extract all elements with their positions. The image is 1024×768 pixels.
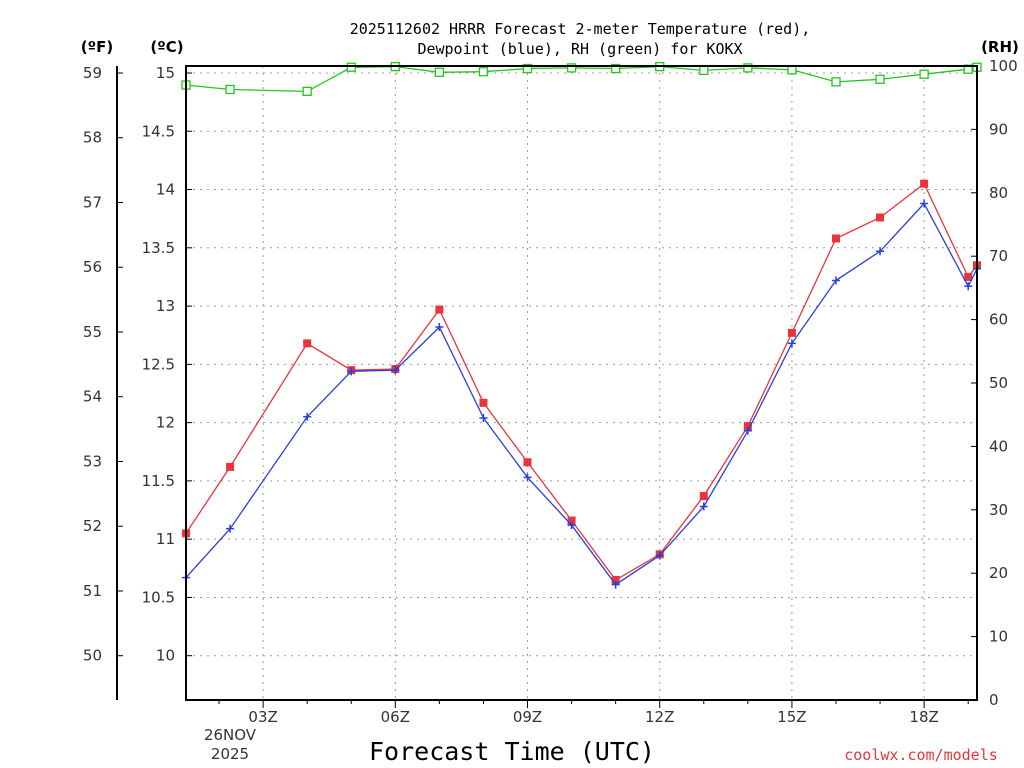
x-tick-label: 06Z: [381, 708, 410, 726]
rh-point: [699, 65, 709, 76]
dewpoint-point: [964, 282, 973, 291]
rh-tick-label: 80: [989, 184, 1008, 202]
temperature-point: [964, 272, 973, 281]
rh-tick-label: 100: [989, 57, 1018, 75]
dewpoint-point: [226, 524, 235, 533]
credit-link[interactable]: coolwx.com/models: [844, 746, 998, 764]
rh-tick-label: 70: [989, 247, 1008, 265]
fahrenheit-tick-label: 53: [83, 452, 102, 470]
fahrenheit-tick-label: 56: [83, 258, 102, 276]
rh-point: [787, 65, 797, 75]
temperature-point: [523, 458, 532, 467]
rh-point: [302, 86, 312, 97]
rh-tick-label: 90: [989, 120, 1008, 138]
celsius-tick-label: 14: [156, 181, 175, 199]
rh-tick-label: 0: [989, 691, 999, 709]
temperature-point: [611, 575, 620, 584]
date-label-day: 26NOV: [204, 726, 257, 744]
rh-tick-label: 50: [989, 374, 1008, 392]
temperature-point: [435, 305, 444, 314]
celsius-tick-label: 13.5: [142, 239, 175, 257]
rh-tick-label: 40: [989, 437, 1008, 455]
dewpoint-point: [699, 502, 708, 511]
celsius-unit-label: (ºC): [150, 38, 183, 56]
date-label-year: 2025: [211, 745, 249, 763]
fahrenheit-tick-label: 50: [83, 647, 102, 665]
rh-point: [478, 67, 489, 77]
x-axis-label: Forecast Time (UTC): [369, 737, 655, 766]
fahrenheit-tick-label: 57: [83, 193, 102, 211]
temperature-point: [567, 516, 576, 525]
dewpoint-point: [523, 473, 532, 482]
fahrenheit-tick-label: 59: [83, 64, 102, 82]
temperature-line: [185, 182, 978, 581]
temperature-point: [831, 234, 840, 243]
dewpoint-point: [611, 580, 620, 589]
axes: 50 51 52 53 54 55 56 57 58 59 10 10.5 11 11.5 12 12.5 13…: [83, 57, 1018, 726]
fahrenheit-tick-label: 58: [83, 129, 102, 147]
x-tick-label: 12Z: [645, 708, 674, 726]
rh-point: [743, 63, 753, 73]
rh-point: [566, 63, 577, 73]
rh-tick-label: 10: [989, 628, 1008, 646]
x-tick-label: 09Z: [513, 708, 542, 726]
dewpoint-point: [831, 276, 840, 285]
celsius-tick-label: 14.5: [142, 122, 175, 140]
celsius-tick-label: 12: [156, 414, 175, 432]
celsius-tick-label: 11: [156, 530, 175, 548]
chart-title-line1: 2025112602 HRRR Forecast 2-meter Tempera…: [350, 20, 811, 38]
x-tick-label: 18Z: [909, 708, 938, 726]
temperature-point: [226, 462, 235, 471]
dewpoint-point: [787, 339, 796, 348]
rh-tick-label: 60: [989, 311, 1008, 329]
rh-point: [346, 62, 356, 72]
dewpoint-point: [303, 412, 312, 421]
temperature-point: [787, 328, 796, 337]
dewpoint-point: [347, 367, 356, 376]
dewpoint-point: [920, 199, 929, 208]
rh-point: [522, 63, 533, 74]
temperature-point: [303, 339, 312, 348]
chart-title-line2: Dewpoint (blue), RH (green) for KOKX: [417, 40, 742, 58]
dewpoint-line: [185, 202, 978, 586]
temperature-point: [743, 422, 752, 431]
data-series: [181, 61, 982, 589]
fahrenheit-tick-label: 51: [83, 582, 102, 600]
celsius-tick-label: 12.5: [142, 355, 175, 373]
celsius-tick-label: 13: [156, 297, 175, 315]
dewpoint-point: [567, 521, 576, 530]
plot-frame: [185, 65, 978, 701]
rh-point: [225, 84, 235, 95]
fahrenheit-unit-label: (ºF): [81, 38, 113, 56]
gridlines: [186, 66, 977, 700]
rh-tick-label: 20: [989, 564, 1008, 582]
temperature-point: [699, 492, 708, 501]
rh-tick-label: 30: [989, 501, 1008, 519]
celsius-tick-label: 11.5: [142, 472, 175, 490]
celsius-tick-label: 10.5: [142, 588, 175, 606]
dewpoint-point: [435, 323, 444, 332]
rh-point: [919, 69, 929, 79]
fahrenheit-tick-label: 55: [83, 323, 102, 341]
temperature-point: [479, 398, 488, 407]
celsius-tick-label: 15: [156, 64, 175, 82]
dewpoint-point: [876, 247, 885, 256]
temperature-point: [876, 213, 885, 222]
rh-point: [611, 63, 621, 74]
celsius-tick-label: 10: [156, 647, 175, 665]
dewpoint-point: [743, 426, 752, 435]
temperature-point: [920, 179, 929, 188]
dewpoint-point: [479, 413, 488, 422]
fahrenheit-tick-label: 54: [83, 388, 102, 406]
rh-point: [831, 77, 841, 87]
dewpoint-point: [655, 551, 664, 560]
rh-point: [434, 67, 445, 77]
fahrenheit-tick-label: 52: [83, 517, 102, 535]
x-tick-label: 03Z: [248, 708, 277, 726]
rh-point: [875, 74, 885, 84]
x-tick-label: 15Z: [777, 708, 806, 726]
rh-unit-label: (RH): [981, 38, 1019, 56]
dewpoint-point: [391, 366, 400, 375]
